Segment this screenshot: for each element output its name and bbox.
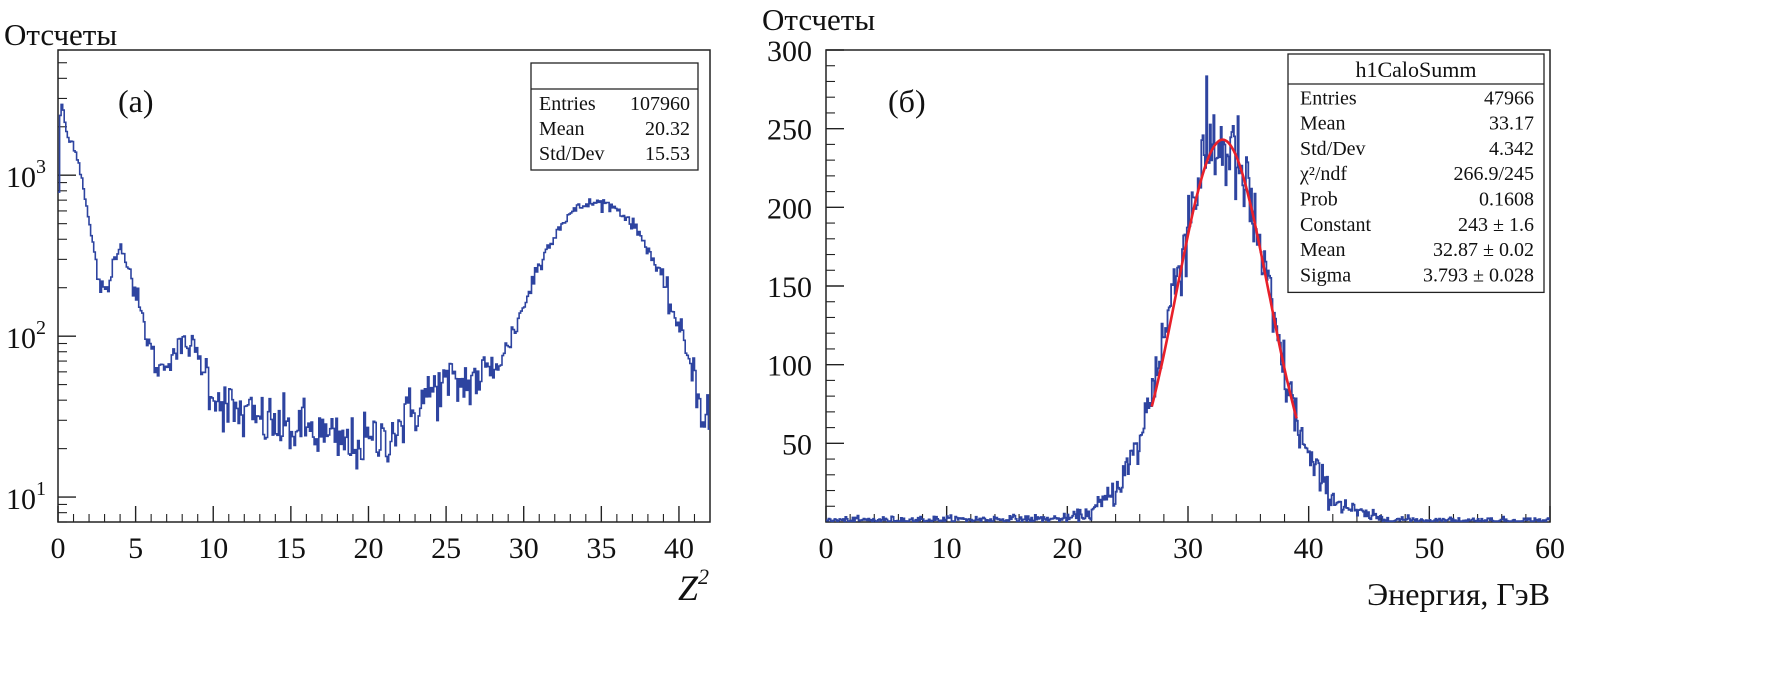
panel-a-x-tick-label: 10 bbox=[198, 532, 228, 565]
panel-a-stats-row-label: Mean bbox=[539, 118, 585, 140]
panel-a-y-tick-label: 101 bbox=[6, 478, 46, 516]
panel-b-stats-row-label: Prob bbox=[1300, 189, 1338, 211]
panel-a-x-tick-label: 40 bbox=[664, 532, 694, 565]
panel-a-x-tick-label: 30 bbox=[509, 532, 539, 565]
panel-b-stats-row-value: 4.342 bbox=[1489, 138, 1534, 160]
panel-a-y-tick-label: 103 bbox=[6, 156, 46, 194]
panel-b-x-tick-label: 40 bbox=[1294, 532, 1324, 565]
panel-b-stats-row-label: Sigma bbox=[1300, 264, 1351, 286]
panel-a-y-axis-label: Отсчеты bbox=[4, 17, 117, 52]
panel-a-x-tick-label: 35 bbox=[586, 532, 616, 565]
panel-b-x-tick-label: 0 bbox=[819, 532, 834, 565]
panel-a-x-tick-label: 0 bbox=[51, 532, 66, 565]
panel-b-stats-row-value: 243 ± 1.6 bbox=[1458, 214, 1534, 236]
panel-b-y-tick-label: 100 bbox=[767, 350, 812, 383]
panel-b-y-axis-label: Отсчеты bbox=[762, 2, 875, 37]
panel-b-stats-box-frame bbox=[1287, 53, 1545, 294]
panel-b-y-tick-label: 200 bbox=[767, 192, 812, 225]
panel-a-stats-box: Entries 107960 Mean 20.32 Std/Dev 15.53 bbox=[530, 62, 699, 171]
panel-b-stats-row-value: 47966 bbox=[1484, 87, 1534, 109]
panel-b-y-tick-label: 50 bbox=[782, 428, 812, 461]
panel-b-ticks: 0 10 20 30 40 50 60 50 100 150 200 250 300 bbox=[767, 35, 1565, 565]
panel-b-stats-row-label: Mean bbox=[1300, 239, 1346, 261]
panel-b-gaussian-fit-line bbox=[1150, 138, 1298, 419]
panel-a-x-tick-label: 5 bbox=[128, 532, 143, 565]
panel-b-stats-row-value: 0.1608 bbox=[1479, 189, 1534, 211]
panel-b-stats-title: h1CaloSumm bbox=[1355, 57, 1476, 82]
panel-b-x-tick-label: 10 bbox=[932, 532, 962, 565]
panel-b-y-tick-label: 300 bbox=[767, 35, 812, 68]
panel-b: Отсчеты 0 10 20 30 40 50 60 50 100 150 200 250 300 (… bbox=[762, 2, 1565, 612]
panel-a-stats-box-frame bbox=[530, 62, 699, 171]
panel-b-x-tick-label: 20 bbox=[1052, 532, 1082, 565]
panel-b-x-tick-label: 60 bbox=[1535, 532, 1565, 565]
panel-b-stats-row-label: Std/Dev bbox=[1300, 138, 1366, 160]
panel-a-x-tick-label: 20 bbox=[353, 532, 383, 565]
panel-a-stats-row-value: 107960 bbox=[630, 93, 690, 115]
panel-a-y-tick-label: 102 bbox=[6, 317, 46, 355]
panel-b-stats-row-value: 3.793 ± 0.028 bbox=[1423, 264, 1534, 286]
panel-b-stats-row-label: Constant bbox=[1300, 214, 1372, 236]
panel-a-x-tick-label: 15 bbox=[276, 532, 306, 565]
panel-b-stats-row-value: 266.9/245 bbox=[1453, 163, 1534, 185]
panel-a-label: (a) bbox=[118, 83, 154, 119]
panel-a-ticks: 0 5 10 15 20 25 30 35 40 101 102 103 bbox=[6, 49, 696, 565]
panel-b-stats-row-label: Mean bbox=[1300, 113, 1346, 135]
panel-b-stats-row-label: χ²/ndf bbox=[1299, 163, 1347, 185]
panel-b-label: (б) bbox=[888, 83, 926, 119]
panel-b-stats-row-value: 33.17 bbox=[1489, 113, 1534, 135]
panel-a: Отсчеты 0 5 10 15 20 25 30 35 40 101 102 103 (a) Z2… bbox=[4, 17, 711, 608]
panel-b-x-axis-label: Энергия, ГэВ bbox=[1367, 576, 1550, 612]
panel-b-stats-box: h1CaloSumm Entries 47966 Mean 33.17 Std/Dev 4.… bbox=[1287, 53, 1545, 294]
panel-b-y-tick-label: 150 bbox=[767, 271, 812, 304]
panel-a-stats-row-value: 15.53 bbox=[645, 143, 690, 165]
panel-a-stats-row-label: Std/Dev bbox=[539, 143, 605, 165]
panel-b-y-tick-label: 250 bbox=[767, 114, 812, 147]
panel-b-histogram-line bbox=[826, 75, 1550, 523]
panel-a-histogram-line bbox=[58, 103, 710, 470]
panel-a-stats-row-value: 20.32 bbox=[645, 118, 690, 140]
panel-b-stats-row-label: Entries bbox=[1300, 87, 1357, 109]
panel-b-stats-row-value: 32.87 ± 0.02 bbox=[1433, 239, 1534, 261]
panel-a-x-axis-label: Z2 bbox=[678, 564, 709, 608]
panel-b-x-tick-label: 30 bbox=[1173, 532, 1203, 565]
panel-a-stats-row-label: Entries bbox=[539, 93, 596, 115]
panel-b-x-tick-label: 50 bbox=[1414, 532, 1444, 565]
panel-a-x-tick-label: 25 bbox=[431, 532, 461, 565]
